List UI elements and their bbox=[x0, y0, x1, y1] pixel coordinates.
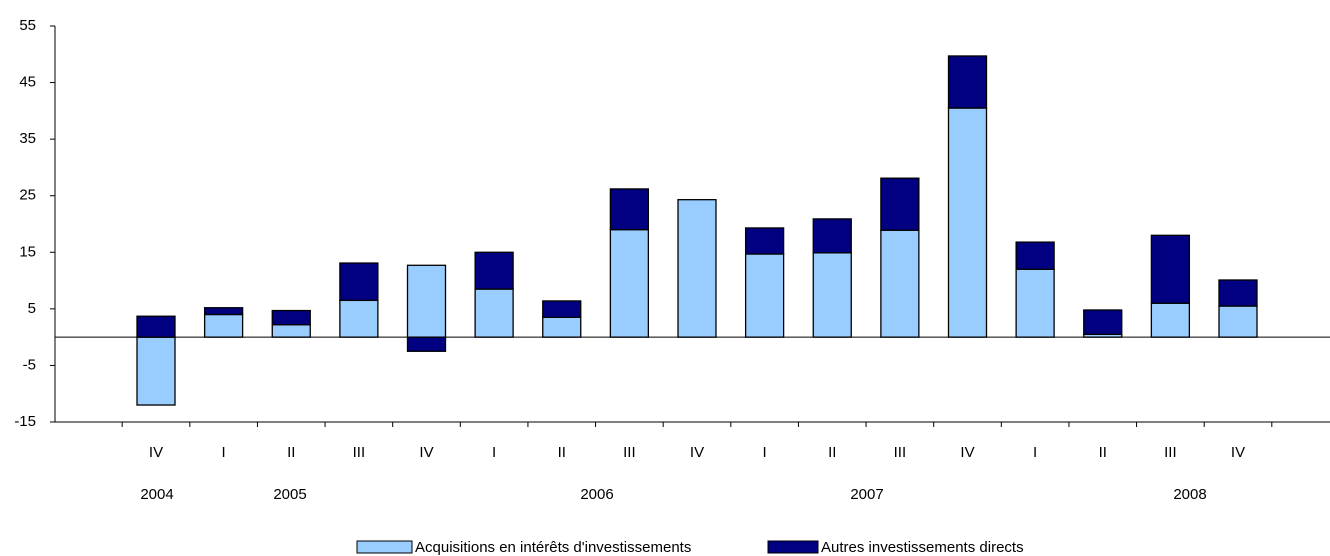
bar bbox=[1150, 302, 1191, 338]
y-tick-label: 5 bbox=[28, 300, 36, 317]
y-tick-label: -5 bbox=[23, 356, 36, 373]
bar bbox=[609, 188, 650, 231]
x-tick-label: III bbox=[894, 444, 907, 461]
x-tick-label: IV bbox=[149, 444, 163, 461]
legend-label: Autres investissements directs bbox=[821, 539, 1024, 556]
x-tick-label: I bbox=[492, 444, 496, 461]
x-tick-label: IV bbox=[960, 444, 974, 461]
x-tick-label: II bbox=[1099, 444, 1107, 461]
year-label: 2007 bbox=[850, 486, 883, 503]
legend-swatch bbox=[356, 540, 413, 554]
year-label: 2004 bbox=[140, 486, 173, 503]
bar bbox=[339, 299, 379, 338]
bar bbox=[542, 300, 582, 318]
bar bbox=[1015, 268, 1055, 338]
x-tick-label: II bbox=[287, 444, 295, 461]
x-tick-label: III bbox=[623, 444, 636, 461]
bar bbox=[136, 315, 176, 338]
bar bbox=[1218, 305, 1258, 338]
bar bbox=[677, 199, 717, 338]
x-tick-label: III bbox=[353, 444, 366, 461]
bar bbox=[271, 309, 311, 326]
bar bbox=[744, 253, 785, 338]
year-label: 2005 bbox=[273, 486, 306, 503]
bar bbox=[474, 288, 514, 338]
y-tick-label: 15 bbox=[19, 243, 36, 260]
bar bbox=[1015, 241, 1055, 270]
bar bbox=[406, 264, 447, 338]
x-tick-label: I bbox=[222, 444, 226, 461]
bar bbox=[880, 229, 920, 338]
bar bbox=[339, 262, 379, 302]
y-tick-label: -15 bbox=[14, 413, 36, 430]
bar bbox=[136, 336, 176, 406]
bar bbox=[203, 313, 244, 338]
bar bbox=[542, 316, 582, 338]
y-tick-label: 25 bbox=[19, 187, 36, 204]
x-tick-label: I bbox=[763, 444, 767, 461]
x-tick-label: I bbox=[1033, 444, 1037, 461]
x-tick-label: III bbox=[1164, 444, 1177, 461]
bar bbox=[406, 336, 447, 352]
bar bbox=[744, 227, 785, 255]
legend-label: Acquisitions en intérêts d'investissemen… bbox=[415, 539, 691, 556]
bar bbox=[1218, 279, 1258, 307]
y-tick-label: 45 bbox=[19, 74, 36, 91]
bar bbox=[947, 55, 988, 109]
bar bbox=[203, 307, 244, 316]
x-tick-label: IV bbox=[419, 444, 433, 461]
x-tick-label: IV bbox=[1231, 444, 1245, 461]
bar bbox=[880, 177, 920, 231]
y-tick-label: 35 bbox=[19, 130, 36, 147]
y-tick-label: 55 bbox=[19, 17, 36, 34]
bar bbox=[1150, 234, 1191, 304]
bar bbox=[812, 218, 852, 254]
bar bbox=[812, 252, 852, 338]
bar bbox=[1083, 309, 1123, 335]
x-tick-label: II bbox=[828, 444, 836, 461]
bar bbox=[271, 324, 311, 338]
bar bbox=[474, 251, 514, 290]
x-tick-label: IV bbox=[690, 444, 704, 461]
x-tick-label: II bbox=[558, 444, 566, 461]
legend-swatch bbox=[767, 540, 819, 554]
year-label: 2006 bbox=[580, 486, 613, 503]
bar bbox=[947, 107, 988, 338]
year-label: 2008 bbox=[1173, 486, 1206, 503]
bar bbox=[609, 229, 650, 338]
